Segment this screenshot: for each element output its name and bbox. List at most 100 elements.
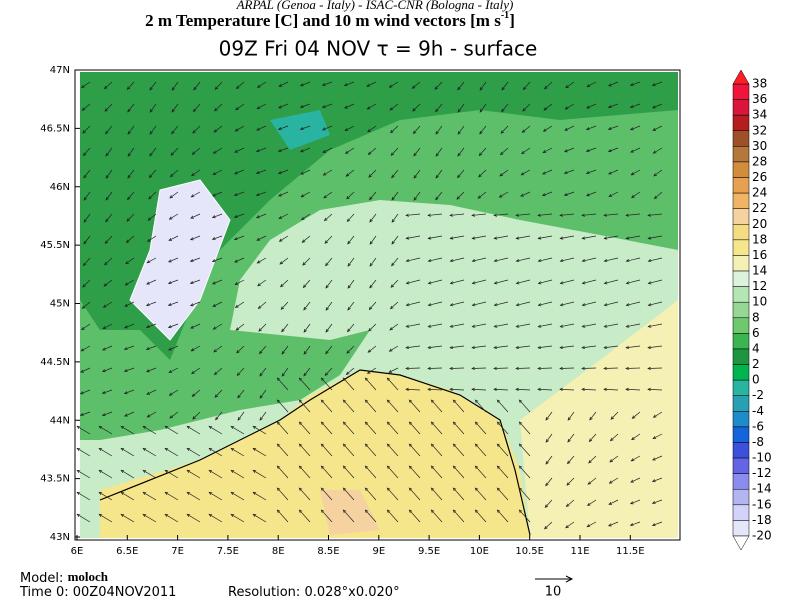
wind-vector: [81, 323, 91, 330]
wind-vector-head: [302, 284, 307, 289]
wind-vector-head: [278, 83, 283, 87]
wind-vector: [369, 191, 377, 200]
wind-vector-head: [192, 130, 196, 134]
wind-vector: [538, 345, 553, 349]
wind-vector: [589, 411, 597, 421]
wind-vector: [387, 509, 399, 523]
wind-vector-head: [493, 303, 498, 307]
lon-label: 7.5E: [217, 546, 239, 557]
lat-label: 45N: [50, 299, 70, 310]
wind-vector: [608, 147, 619, 152]
wind-vector: [83, 191, 91, 201]
wind-vector-head: [347, 263, 351, 267]
colorbar-label: 32: [752, 123, 767, 137]
wind-vector: [428, 257, 443, 262]
wind-vector-head: [589, 416, 593, 421]
wind-vector-head: [236, 372, 241, 377]
footer-time: Time 0: 00Z04NOV2011: [19, 585, 176, 600]
wind-vector: [214, 81, 223, 90]
wind-vector-head: [105, 175, 109, 179]
wind-vector: [278, 125, 289, 130]
wind-vector: [213, 323, 223, 330]
wind-vector: [631, 455, 641, 462]
wind-vector-head: [347, 285, 351, 289]
wind-vector: [321, 421, 333, 435]
wind-vector-head: [631, 436, 635, 441]
wind-vector: [192, 411, 201, 420]
wind-vector: [653, 147, 663, 154]
wind-vector-head: [427, 366, 431, 371]
wind-vector: [369, 301, 377, 310]
colorbar-box: [732, 224, 750, 241]
colorbar-label: 2: [752, 357, 760, 371]
wind-vector: [604, 388, 619, 391]
colorbar-box: [732, 270, 750, 287]
wind-vector-head: [607, 149, 612, 153]
wind-vector-head: [235, 327, 240, 331]
wind-vector-head: [146, 391, 150, 395]
wind-vector-head: [368, 174, 372, 178]
wind-vector: [545, 455, 553, 465]
wind-vector-head: [386, 465, 391, 470]
colorbar-box: [732, 488, 750, 506]
wind-vector: [192, 125, 201, 134]
wind-vector: [582, 388, 597, 391]
wind-vector-head: [233, 237, 238, 241]
wind-vector: [453, 421, 465, 435]
wind-vector-head: [477, 195, 482, 199]
wind-vector-head: [276, 443, 281, 448]
wind-vector: [142, 491, 157, 501]
wind-vector-head: [320, 465, 325, 470]
wind-vector: [544, 81, 553, 90]
wind-vector: [235, 125, 245, 132]
wind-vector-head: [405, 387, 409, 391]
wind-vector-head: [391, 262, 395, 267]
wind-vector: [626, 388, 641, 391]
wind-vector: [252, 513, 267, 523]
wind-vector: [567, 411, 575, 421]
wind-vector-head: [515, 324, 520, 328]
wind-vector: [186, 447, 201, 457]
wind-vector: [104, 81, 113, 89]
colorbar-label: 12: [752, 279, 767, 293]
wind-vector-head: [496, 465, 501, 470]
lon-labels: 6E 6.5E 7E 7.5E 8E 8.5E 9E 9.5E 10E 10.5E 11E 11.5E: [71, 535, 645, 557]
wind-vector-head: [542, 149, 547, 153]
wind-vector-head: [559, 387, 563, 391]
wind-vector: [277, 443, 289, 457]
wind-vector-head: [208, 513, 213, 517]
wind-vector-head: [320, 443, 325, 448]
wind-vector: [367, 367, 377, 374]
wind-vector: [406, 301, 421, 306]
colorbar-box: [732, 473, 750, 490]
wind-vector-head: [493, 345, 498, 349]
wind-vector: [389, 345, 399, 352]
wind-vector-head: [567, 460, 571, 465]
wind-vector-head: [388, 84, 393, 88]
wind-vector: [499, 191, 509, 198]
wind-vector-head: [342, 421, 347, 426]
wind-vector-head: [211, 215, 216, 219]
wind-vector: [648, 345, 663, 349]
wind-vector: [212, 169, 223, 175]
wind-vector: [127, 191, 135, 200]
wind-vector: [323, 169, 333, 176]
wind-vector: [279, 257, 289, 265]
wind-vector: [299, 399, 311, 413]
wind-vector-head: [630, 458, 635, 462]
wind-vector: [234, 279, 245, 285]
wind-vector: [538, 388, 553, 391]
wind-vector-head: [83, 240, 87, 245]
wind-vector: [412, 81, 421, 89]
wind-vector: [367, 103, 377, 110]
wind-vector-head: [303, 351, 307, 355]
wind-vector: [472, 279, 487, 284]
wind-vector-head: [545, 482, 549, 487]
wind-vector: [519, 509, 531, 523]
wind-vector-head: [522, 108, 526, 112]
wind-vector-head: [449, 281, 454, 285]
wind-vector: [497, 509, 509, 523]
wind-vector-head: [368, 327, 372, 332]
wind-vector: [538, 213, 553, 216]
wind-vector-head: [347, 240, 351, 245]
